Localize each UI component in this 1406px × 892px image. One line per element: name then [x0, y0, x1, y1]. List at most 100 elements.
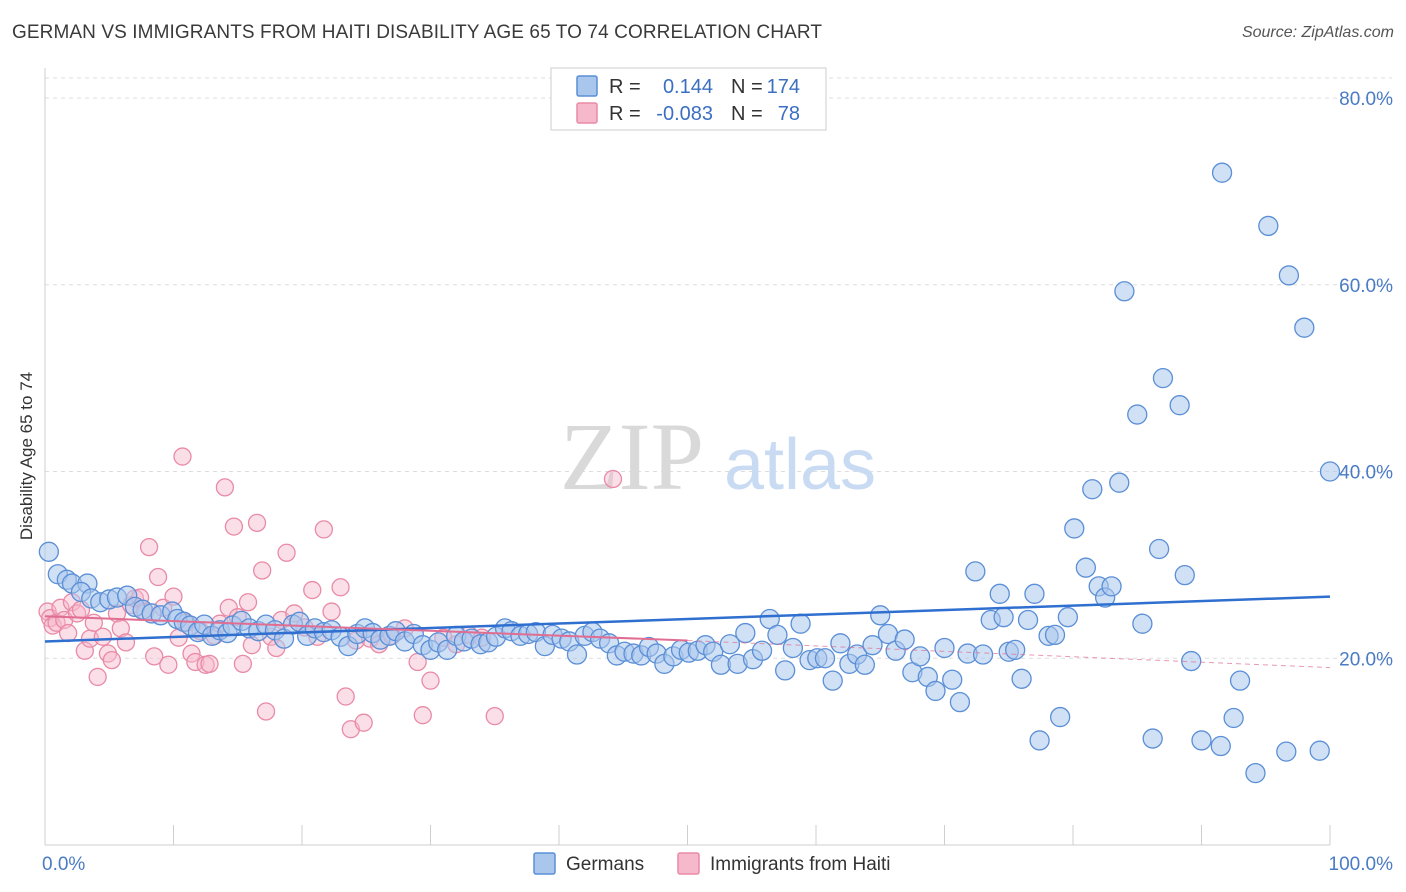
german-point — [566, 644, 588, 665]
german-point — [934, 637, 955, 659]
german-point — [719, 634, 741, 655]
bottom-legend-german-label: Germans — [566, 854, 644, 875]
german-point — [925, 680, 946, 702]
axes — [44, 68, 1331, 846]
haiti-point — [354, 713, 373, 732]
bottom-legend-haiti-label: Immigrants from Haiti — [710, 854, 891, 875]
german-point — [1017, 609, 1039, 631]
haiti-point — [102, 650, 121, 670]
haiti-point — [148, 567, 168, 587]
german-point — [1309, 740, 1330, 761]
haiti-point — [139, 537, 159, 557]
legend-haiti-r-value: -0.083 — [656, 103, 713, 125]
haiti-point — [145, 647, 164, 666]
german-point — [1223, 707, 1244, 729]
german-point — [751, 640, 773, 661]
haiti-point — [413, 706, 432, 725]
watermark-atlas: atlas — [724, 425, 876, 505]
x-tick-label-min: 0.0% — [42, 854, 85, 875]
haiti-point — [224, 517, 244, 536]
german-point — [1229, 670, 1251, 691]
chart-source: Source: ZipAtlas.com — [1241, 24, 1394, 41]
german-point — [909, 646, 931, 667]
german-point — [1127, 404, 1148, 425]
legend-haiti-swatch — [576, 102, 598, 124]
german-point — [1294, 317, 1315, 338]
haiti-point — [322, 602, 341, 621]
german-point — [1211, 162, 1233, 183]
haiti-point — [116, 633, 136, 652]
haiti-point — [186, 652, 205, 672]
y-tick-label: 60.0% — [1339, 276, 1393, 297]
german-point — [1109, 472, 1130, 493]
german-point — [1050, 706, 1071, 728]
bottom-legend: Germans Immigrants from Haiti — [533, 852, 891, 875]
legend-german-n-label: N = — [731, 76, 763, 98]
german-point — [38, 541, 60, 562]
german-point — [767, 624, 788, 646]
haiti-point — [58, 623, 78, 643]
german-point — [1029, 730, 1050, 751]
y-tick-label: 40.0% — [1339, 463, 1393, 484]
haiti-point — [215, 478, 235, 497]
y-tick-label: 20.0% — [1339, 649, 1393, 670]
legend-haiti-n-value: 78 — [778, 103, 800, 125]
german-point — [1101, 576, 1122, 597]
german-point — [1152, 367, 1174, 389]
german-point — [1319, 461, 1341, 482]
legend-haiti-n-label: N = — [731, 103, 763, 125]
german-point — [1024, 583, 1045, 604]
german-point — [775, 660, 796, 681]
german-point — [870, 605, 891, 626]
haiti-point — [331, 578, 350, 597]
german-point — [1181, 650, 1202, 672]
trend-lines — [44, 595, 1331, 669]
y-axis-label: Disability Age 65 to 74 — [17, 372, 36, 540]
legend-german-swatch — [576, 75, 598, 97]
german-point — [1276, 741, 1297, 762]
german-point — [1011, 668, 1032, 689]
german-trend-line — [44, 595, 1331, 643]
haiti-point — [88, 667, 107, 687]
german-point — [1148, 538, 1170, 560]
german-point — [965, 561, 986, 582]
german-point — [1005, 639, 1026, 660]
german-point — [942, 669, 963, 690]
y-tick-labels: 20.0% 40.0% 60.0% 80.0% — [1339, 89, 1393, 670]
haiti-point — [485, 706, 504, 726]
german-point — [1082, 479, 1103, 500]
bottom-legend-german-swatch — [533, 852, 556, 875]
haiti-point — [247, 513, 267, 533]
german-point — [822, 670, 843, 691]
german-point — [1278, 265, 1300, 286]
german-point — [993, 607, 1014, 628]
haiti-point — [173, 447, 192, 466]
german-point — [1174, 564, 1195, 586]
legend-german-n-value: 174 — [767, 76, 800, 98]
german-point — [735, 622, 756, 644]
haiti-point — [233, 654, 253, 674]
german-point — [830, 633, 851, 654]
haiti-trend-line-extension — [687, 640, 1331, 669]
haiti-point — [336, 687, 355, 706]
german-point — [1114, 281, 1135, 302]
legend-german-r-label: R = — [609, 76, 641, 98]
german-point — [862, 635, 883, 656]
haiti-point — [93, 627, 112, 646]
haiti-point — [159, 655, 178, 674]
haiti-point — [256, 702, 276, 721]
haiti-point — [238, 593, 258, 612]
german-point — [1057, 607, 1079, 628]
legend-haiti-r-label: R = — [609, 103, 641, 125]
german-point — [1142, 728, 1163, 749]
german-point — [790, 613, 811, 634]
haiti-point — [303, 580, 322, 600]
german-point — [1075, 557, 1096, 578]
x-tick-label-max: 100.0% — [1329, 854, 1394, 875]
haiti-point — [314, 520, 333, 539]
haiti-point — [277, 543, 296, 562]
german-point — [782, 637, 804, 659]
german-point — [972, 644, 994, 665]
watermark: ZIP atlas — [560, 403, 876, 510]
german-point — [1258, 215, 1279, 237]
